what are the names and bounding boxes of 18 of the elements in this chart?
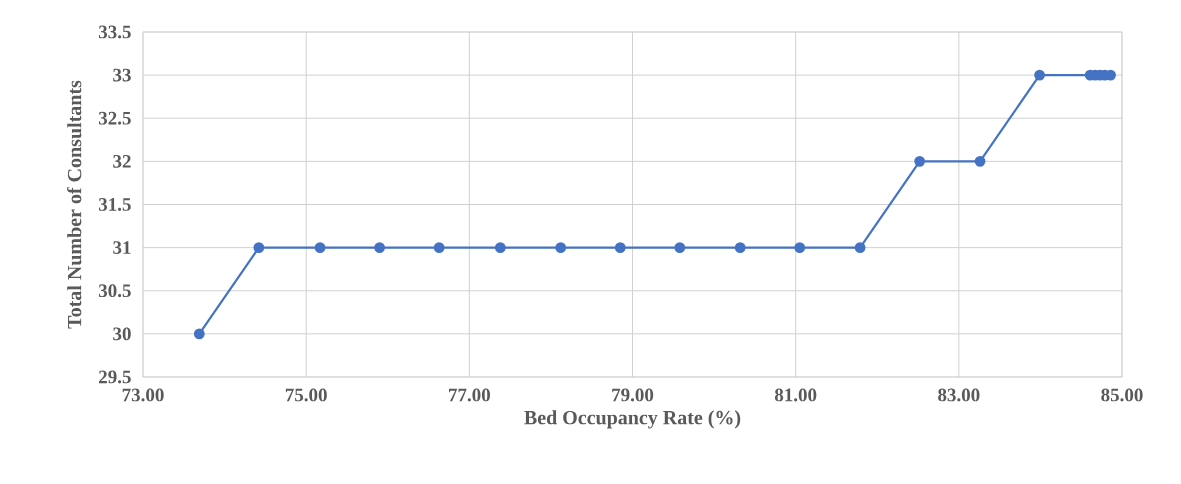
y-tick-label: 32 [113, 154, 131, 168]
y-tick-label: 31 [113, 241, 131, 254]
x-tick-label: 73.00 [122, 388, 164, 402]
y-tick-label: 33 [113, 68, 131, 82]
y-tick-label: 32.5 [98, 111, 131, 125]
y-tick-label: 31.5 [98, 198, 131, 211]
y-axis-title: Total Number of Consultants [67, 80, 82, 329]
y-tick-label: 30.5 [98, 284, 131, 298]
x-axis-title: Bed Occupancy Rate (%) [524, 410, 741, 429]
x-tick-label: 75.00 [285, 388, 327, 402]
x-tick-label: 83.00 [938, 388, 980, 402]
y-tick-label: 29.5 [99, 370, 131, 384]
x-tick-label: 79.00 [612, 388, 654, 402]
x-tick-label: 81.00 [774, 388, 817, 402]
x-tick-label: 85.00 [1101, 388, 1143, 402]
y-tick-label: 33.5 [98, 25, 131, 39]
y-tick-label: 30 [113, 327, 131, 341]
x-tick-label: 77.00 [449, 388, 490, 402]
